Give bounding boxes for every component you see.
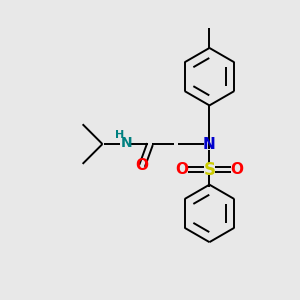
Text: O: O (136, 158, 148, 173)
Text: N: N (203, 136, 216, 152)
Text: N: N (121, 136, 132, 150)
Text: O: O (231, 162, 244, 177)
Text: S: S (203, 161, 215, 179)
Text: O: O (175, 162, 188, 177)
Text: H: H (115, 130, 124, 140)
